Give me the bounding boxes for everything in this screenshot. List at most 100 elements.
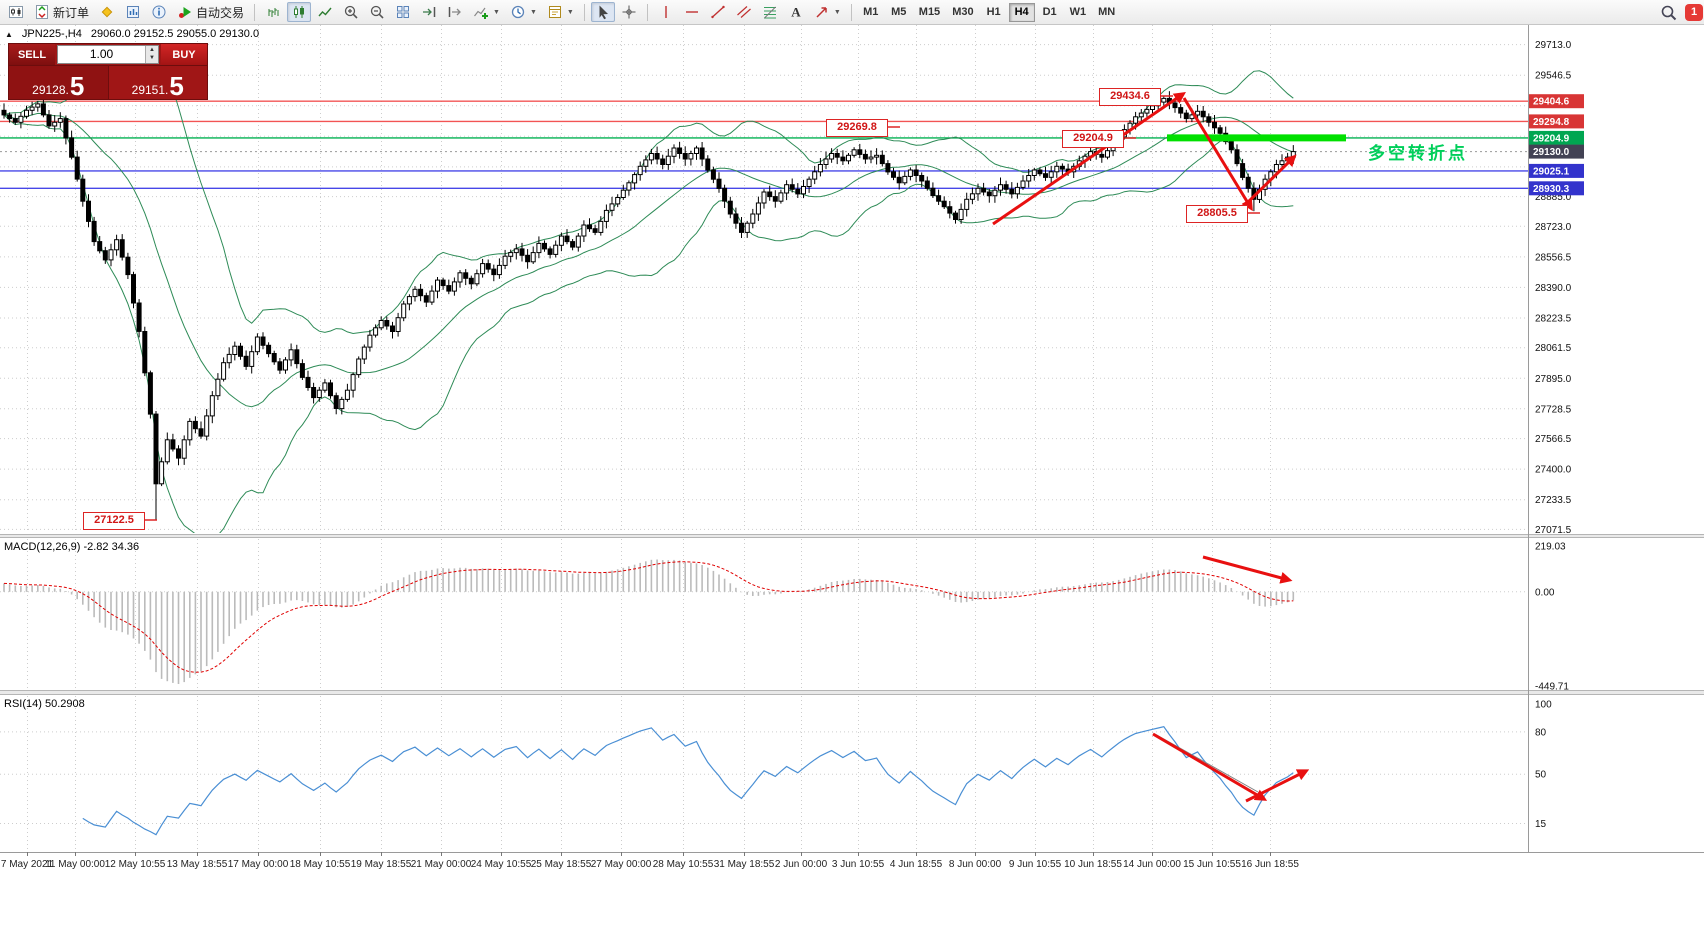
tile-windows-button[interactable] — [391, 2, 415, 22]
volume-field[interactable]: 1.00 ▲ ▼ — [57, 45, 159, 64]
cursor-button[interactable] — [590, 2, 615, 22]
timeframe-m15[interactable]: M15 — [914, 3, 945, 22]
timeframe-h4[interactable]: H4 — [1008, 2, 1035, 22]
axis-label: 9 Jun 10:55 — [1009, 859, 1062, 870]
trade-panel-controls: SELL 1.00 ▲ ▼ BUY — [9, 44, 207, 65]
vertical-line-tool-button[interactable] — [654, 2, 678, 22]
bar-chart-icon — [268, 8, 279, 17]
timeframe-m5[interactable]: M5 — [886, 3, 912, 22]
text-tool-button[interactable]: A — [784, 2, 808, 22]
chart-shift-icon — [448, 7, 461, 17]
axis-label: 28885.0 — [1535, 192, 1572, 203]
periods-button[interactable]: ▼ — [506, 2, 541, 22]
axis-label: 100 — [1535, 699, 1552, 710]
text-icon: A — [791, 5, 801, 20]
one-click-trading-panel: SELL 1.00 ▲ ▼ BUY 29128. 5 29151. 5 — [8, 43, 208, 100]
new-chart-icon — [9, 6, 23, 18]
auto-scroll-icon — [423, 7, 436, 17]
price-tag — [1529, 163, 1584, 178]
tile-windows-icon — [397, 6, 410, 18]
hline-objects-layer[interactable] — [0, 100, 1528, 190]
price-annotation[interactable]: 29434.6 — [1099, 88, 1161, 106]
timeframe-w1[interactable]: W1 — [1065, 3, 1092, 22]
sell-button[interactable]: SELL — [9, 44, 55, 65]
timeframe-m1[interactable]: M1 — [858, 3, 884, 22]
horizontal-line-tool-button[interactable] — [680, 2, 704, 22]
turning-point-note: 多空转折点 — [1368, 144, 1468, 163]
candlestick-chart-button[interactable] — [287, 2, 312, 22]
new-order-button[interactable]: 新订单 — [30, 2, 93, 22]
zoom-in-button[interactable] — [339, 2, 363, 22]
crosshair-button[interactable] — [617, 2, 641, 22]
chevron-down-icon: ▼ — [493, 8, 500, 16]
axis-label: 27728.5 — [1535, 404, 1572, 415]
axis-label: 8 Jun 00:00 — [949, 859, 1002, 870]
axis-label: 28556.5 — [1535, 252, 1572, 263]
channel-tool-button[interactable] — [732, 2, 756, 22]
axis-label: 18 May 10:55 — [290, 859, 351, 870]
auto-scroll-button[interactable] — [417, 2, 441, 22]
axis-label: 29204.9 — [1533, 133, 1570, 144]
cursor-icon — [599, 5, 608, 20]
sell-price[interactable]: 29128. 5 — [9, 66, 109, 99]
timeframe-d1[interactable]: D1 — [1037, 3, 1063, 22]
trend-arrows-layer[interactable] — [145, 91, 1310, 803]
buy-price-main: 29151. — [131, 83, 169, 97]
metaeditor-button[interactable] — [95, 2, 119, 22]
notification-badge[interactable]: 1 — [1685, 3, 1703, 21]
axis-label: 29294.8 — [1533, 117, 1570, 128]
axis-label: 14 Jun 00:00 — [1123, 859, 1181, 870]
chart-shift-button[interactable] — [443, 2, 467, 22]
arrows-icon — [816, 7, 827, 18]
svg-text:A: A — [791, 5, 801, 20]
axis-label: 29130.0 — [1533, 147, 1570, 158]
chevron-down-icon: ▼ — [566, 8, 574, 16]
axis-label: 15 Jun 10:55 — [1183, 859, 1241, 870]
indicators-button[interactable]: ▼ — [469, 2, 504, 22]
new-chart-button[interactable] — [4, 2, 28, 22]
market-watch-icon — [127, 6, 140, 18]
data-window-button[interactable] — [147, 2, 171, 22]
volume-spinner[interactable]: ▲ ▼ — [145, 46, 158, 63]
bar-chart-button[interactable] — [261, 2, 285, 22]
price-annotation[interactable]: 29269.8 — [826, 119, 888, 137]
volume-decrease-icon[interactable]: ▼ — [149, 55, 155, 61]
axis-label: 27 May 00:00 — [591, 859, 652, 870]
price-annotation[interactable]: 27122.5 — [83, 512, 145, 530]
axis-label: 15 — [1535, 819, 1547, 830]
trendline-icon — [711, 5, 725, 19]
fibonacci-tool-button[interactable] — [758, 2, 782, 22]
price-annotation[interactable]: 28805.5 — [1186, 205, 1248, 223]
price-tag — [1529, 94, 1584, 109]
autotrading-button[interactable]: 自动交易 — [173, 2, 248, 22]
toolbar-separator — [646, 3, 648, 21]
macd-layer — [3, 559, 1295, 684]
search-button[interactable] — [1656, 2, 1681, 22]
trendline-tool-button[interactable] — [706, 2, 730, 22]
line-chart-button[interactable] — [313, 2, 337, 22]
zoom-out-button[interactable] — [365, 2, 389, 22]
market-watch-button[interactable] — [121, 2, 145, 22]
collapse-ohlc-icon[interactable]: ▲ — [5, 29, 13, 39]
templates-button[interactable]: ▼ — [543, 2, 578, 22]
axis-label: 29546.5 — [1535, 71, 1572, 82]
volume-increase-icon[interactable]: ▲ — [149, 47, 155, 53]
buy-price-big-digit: 5 — [169, 71, 184, 101]
arrows-tool-button[interactable]: ▼ — [810, 2, 845, 22]
axis-label: 11 May 00:00 — [45, 859, 105, 870]
buy-button[interactable]: BUY — [161, 44, 207, 65]
chevron-down-icon: ▼ — [833, 8, 841, 16]
volume-value[interactable]: 1.00 — [89, 47, 114, 61]
buy-price[interactable]: 29151. 5 — [108, 66, 207, 101]
axis-label: 17 May 00:00 — [228, 859, 289, 870]
axis-label: 28 May 10:55 — [653, 859, 714, 870]
timeframe-mn[interactable]: MN — [1093, 3, 1120, 22]
axis-label: 28390.0 — [1535, 283, 1572, 294]
timeframe-h1[interactable]: H1 — [981, 3, 1007, 22]
axis-label: 28930.3 — [1533, 184, 1570, 195]
rsi-label: RSI(14) 50.2908 — [4, 698, 85, 710]
price-annotation[interactable]: 29204.9 — [1062, 130, 1124, 148]
axis-label: 27566.5 — [1535, 434, 1572, 445]
timeframe-m30[interactable]: M30 — [947, 3, 978, 22]
